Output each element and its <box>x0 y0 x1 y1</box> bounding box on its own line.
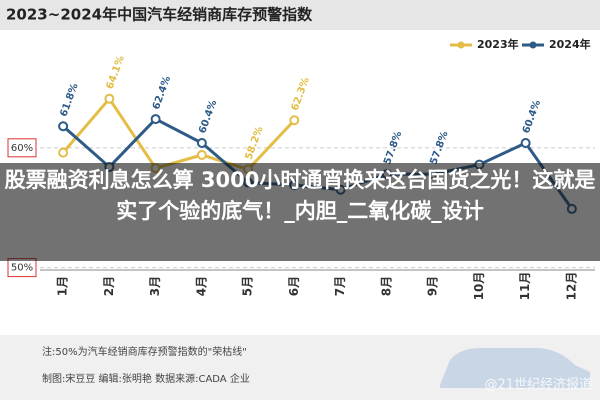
watermark: @21世纪经济报道 <box>484 378 592 393</box>
legend-label: 2023年 <box>477 37 519 51</box>
legend-swatch <box>457 41 465 49</box>
x-tick-label: 5月 <box>241 276 255 296</box>
title-bar <box>0 0 600 30</box>
x-tick-label: 3月 <box>148 276 162 296</box>
x-tick-label: 11月 <box>518 272 532 301</box>
y-tick-box <box>7 138 37 158</box>
data-point <box>58 147 69 158</box>
x-tick-label: 4月 <box>194 276 208 296</box>
x-tick-label: 1月 <box>56 276 70 296</box>
data-point <box>150 114 161 125</box>
x-tick-label: 7月 <box>333 276 347 296</box>
data-point <box>520 138 531 149</box>
x-tick-label: 2月 <box>102 276 116 296</box>
data-point <box>196 150 207 160</box>
x-tick-label: 10月 <box>472 272 486 301</box>
car-icon <box>440 348 590 388</box>
data-label: 60.4% <box>197 99 219 135</box>
data-label: 62.3% <box>290 76 312 112</box>
x-tick-label: 9月 <box>426 276 440 296</box>
y-tick-label: 50% <box>11 263 33 274</box>
series-line <box>61 96 296 172</box>
note: 注:50%为汽车经销商库存预警指数的"荣枯线" <box>42 345 247 358</box>
data-point <box>196 138 207 149</box>
note: 制图:宋豆豆 编辑:张明艳 数据来源:CADA 企业 <box>42 372 250 385</box>
x-tick-label: 8月 <box>379 276 393 296</box>
data-label: 64.1% <box>105 54 127 90</box>
overlay-banner: 股票融资利息怎么算 3000小时通宵换来这台国货之光！这就是实了个验的底气！_内… <box>0 163 600 261</box>
data-point <box>289 115 300 126</box>
legend-label: 2024年 <box>549 37 591 51</box>
data-label: 60.4% <box>521 99 543 135</box>
data-point <box>58 121 69 132</box>
data-label: 62.4% <box>151 75 173 111</box>
data-point <box>104 93 115 104</box>
x-tick-label: 6月 <box>287 276 301 296</box>
x-tick-label: 12月 <box>564 272 578 301</box>
y-tick-label: 60% <box>11 143 33 154</box>
legend-swatch <box>529 41 537 49</box>
data-label: 61.8% <box>58 82 80 118</box>
chart-title: 2023~2024年中国汽车经销商库存预警指数 <box>6 6 313 24</box>
